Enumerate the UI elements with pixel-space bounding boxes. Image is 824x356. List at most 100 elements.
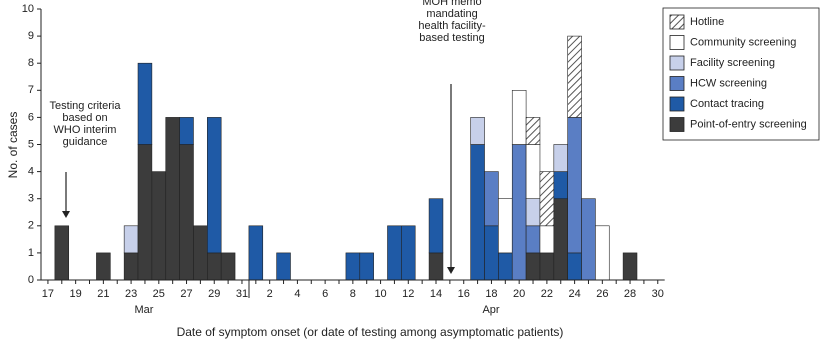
bar-segment bbox=[207, 252, 222, 281]
x-tick-label: 2 bbox=[267, 288, 273, 300]
legend-label: Point-of-entry screening bbox=[690, 118, 807, 130]
bar-segment bbox=[179, 117, 194, 145]
x-tick-label: 20 bbox=[513, 288, 525, 300]
month-label: Apr bbox=[482, 304, 499, 316]
y-axis-label: No. of cases bbox=[6, 112, 20, 179]
bar-segment bbox=[484, 171, 499, 227]
legend-swatch bbox=[669, 35, 685, 50]
annotation-text: Testing criteria bbox=[50, 100, 122, 112]
y-tick-label: 10 bbox=[22, 3, 34, 15]
x-tick-label: 26 bbox=[596, 288, 608, 300]
bar-segment bbox=[96, 252, 111, 281]
legend-label: Hotline bbox=[690, 16, 724, 28]
y-tick-label: 0 bbox=[28, 274, 34, 286]
bar-segment bbox=[567, 252, 582, 281]
y-tick-label: 1 bbox=[28, 247, 34, 259]
bar-segment bbox=[220, 252, 236, 281]
annotation-text: based on bbox=[62, 112, 107, 124]
bar-segment bbox=[151, 171, 167, 281]
legend-label: Community screening bbox=[690, 36, 796, 48]
bar-segment bbox=[428, 252, 444, 281]
bar-segment bbox=[525, 117, 541, 145]
bar-segment bbox=[179, 144, 194, 281]
bar-segment bbox=[511, 144, 527, 281]
bar-segment bbox=[470, 117, 485, 145]
bar-segment bbox=[539, 171, 555, 227]
bar-segment bbox=[567, 35, 582, 118]
bar-segment bbox=[137, 62, 153, 145]
annotation-arrowhead bbox=[62, 211, 70, 218]
bar-segment bbox=[123, 252, 139, 281]
x-tick-label: 8 bbox=[350, 288, 356, 300]
bar-segment bbox=[553, 144, 568, 172]
bar-segment bbox=[193, 225, 208, 281]
y-tick-label: 6 bbox=[28, 111, 34, 123]
bar-segment bbox=[525, 252, 541, 281]
bar-segment bbox=[539, 252, 555, 281]
y-tick-label: 7 bbox=[28, 84, 34, 96]
legend-swatch bbox=[669, 55, 685, 71]
annotation-text: WHO interim bbox=[54, 124, 117, 136]
x-tick-label: 31 bbox=[236, 288, 248, 300]
bar-segment bbox=[498, 252, 513, 281]
bar-segment bbox=[525, 144, 541, 200]
legend-label: Facility screening bbox=[690, 57, 775, 69]
x-tick-label: 27 bbox=[180, 288, 192, 300]
bar-segment bbox=[567, 117, 582, 254]
legend-label: Contact tracing bbox=[690, 98, 764, 110]
bar-segment bbox=[428, 198, 444, 254]
annotation-text: guidance bbox=[63, 136, 108, 148]
bar-segment bbox=[539, 225, 555, 254]
x-tick-label: 16 bbox=[458, 288, 470, 300]
x-tick-label: 19 bbox=[70, 288, 82, 300]
bar-segment bbox=[248, 225, 264, 281]
bar-segment bbox=[207, 117, 222, 254]
y-tick-label: 4 bbox=[28, 166, 34, 178]
x-axis-label: Date of symptom onset (or date of testin… bbox=[177, 325, 564, 339]
x-tick-label: 12 bbox=[402, 288, 414, 300]
bar-segment bbox=[401, 225, 416, 281]
bar-segment bbox=[553, 198, 568, 281]
bar-segment bbox=[137, 144, 153, 281]
y-tick-label: 5 bbox=[28, 138, 34, 150]
bar-segment bbox=[595, 225, 610, 281]
bar-segment bbox=[123, 225, 139, 254]
bar-segment bbox=[470, 144, 485, 281]
x-tick-label: 25 bbox=[153, 288, 165, 300]
y-tick-label: 2 bbox=[28, 220, 34, 232]
bar-segment bbox=[525, 225, 541, 254]
bar-segment bbox=[359, 252, 374, 281]
x-tick-label: 6 bbox=[322, 288, 328, 300]
x-tick-label: 30 bbox=[652, 288, 664, 300]
bar-segment bbox=[165, 117, 180, 281]
legend-swatch bbox=[669, 76, 685, 91]
x-tick-label: 17 bbox=[42, 288, 54, 300]
bar-segment bbox=[54, 225, 70, 281]
bar-segment bbox=[511, 90, 527, 145]
bar-segment bbox=[525, 198, 541, 227]
y-tick-label: 9 bbox=[28, 30, 34, 42]
x-tick-label: 14 bbox=[430, 288, 442, 300]
bar-segment bbox=[553, 171, 568, 200]
x-tick-label: 10 bbox=[374, 288, 386, 300]
bar-segment bbox=[345, 252, 361, 281]
month-label: Mar bbox=[135, 304, 154, 316]
x-tick-label: 29 bbox=[208, 288, 220, 300]
x-tick-label: 18 bbox=[485, 288, 497, 300]
x-tick-label: 22 bbox=[541, 288, 553, 300]
legend-box bbox=[662, 7, 820, 141]
legend-label: HCW screening bbox=[690, 77, 767, 89]
annotation-arrowhead bbox=[447, 267, 455, 274]
x-tick-label: 4 bbox=[294, 288, 300, 300]
x-tick-label: 24 bbox=[568, 288, 580, 300]
bar-segment bbox=[484, 225, 499, 281]
bar-segment bbox=[276, 252, 291, 281]
bar-segment bbox=[581, 198, 596, 281]
x-tick-label: 21 bbox=[97, 288, 109, 300]
legend-swatch bbox=[669, 117, 685, 132]
legend-swatch bbox=[669, 14, 685, 30]
annotation-text: health facility- bbox=[418, 20, 486, 32]
annotation-text: mandating bbox=[426, 8, 477, 20]
x-tick-label: 28 bbox=[624, 288, 636, 300]
